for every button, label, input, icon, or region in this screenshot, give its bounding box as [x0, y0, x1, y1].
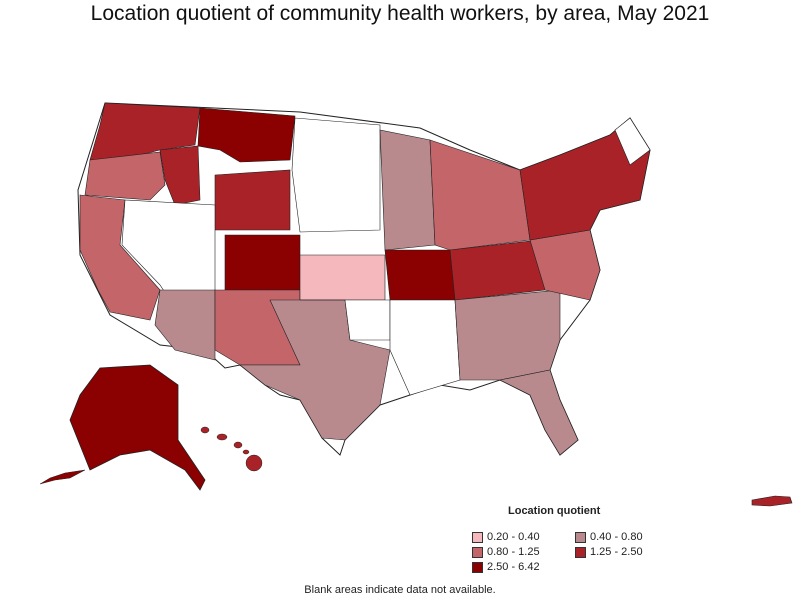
legend-label-1: 0.40 - 0.80 — [590, 531, 643, 543]
footnote: Blank areas indicate data not available. — [304, 584, 496, 596]
region-arizona — [154, 289, 216, 361]
legend-item-2: 0.80 - 1.25 — [472, 546, 540, 558]
region-dakotas — [291, 117, 381, 233]
alaska-aleutians — [39, 469, 86, 485]
legend-swatch-0 — [472, 531, 483, 543]
region-southeast — [454, 289, 561, 381]
region-florida — [499, 369, 579, 456]
puerto-rico — [751, 495, 793, 507]
legend-swatch-4 — [472, 561, 483, 573]
region-maine — [614, 117, 651, 166]
alaska — [69, 364, 206, 491]
region-california — [79, 194, 161, 321]
map-title: Location quotient of community health wo… — [90, 2, 710, 25]
region-oregon — [84, 151, 166, 201]
region-idaho — [159, 145, 201, 206]
legend-swatch-3 — [575, 546, 586, 558]
hawaii — [200, 426, 263, 472]
region-northeast — [519, 117, 651, 241]
legend-item-1: 0.40 - 0.80 — [575, 531, 643, 543]
legend-item-4: 2.50 - 6.42 — [472, 561, 540, 573]
region-missouri-arkansas — [384, 249, 456, 301]
legend-item-0: 0.20 - 0.40 — [472, 531, 540, 543]
region-minnesota-iowa — [379, 129, 436, 251]
region-colorado — [224, 234, 301, 291]
region-louisiana-mississippi — [389, 299, 461, 396]
legend-label-2: 0.80 - 1.25 — [487, 546, 540, 558]
region-wyoming — [214, 169, 291, 231]
region-nebraska-kansas — [299, 254, 386, 301]
legend-label-0: 0.20 - 0.40 — [487, 531, 540, 543]
legend-title: Location quotient — [508, 505, 601, 517]
legend-item-3: 1.25 - 2.50 — [575, 546, 643, 558]
legend-label-3: 1.25 - 2.50 — [590, 546, 643, 558]
legend-label-4: 2.50 - 6.42 — [487, 561, 540, 573]
region-great-lakes — [429, 139, 531, 251]
region-ohio-valley — [449, 239, 546, 301]
legend-swatch-2 — [472, 546, 483, 558]
region-oklahoma — [300, 299, 391, 341]
legend-swatch-1 — [575, 531, 586, 543]
